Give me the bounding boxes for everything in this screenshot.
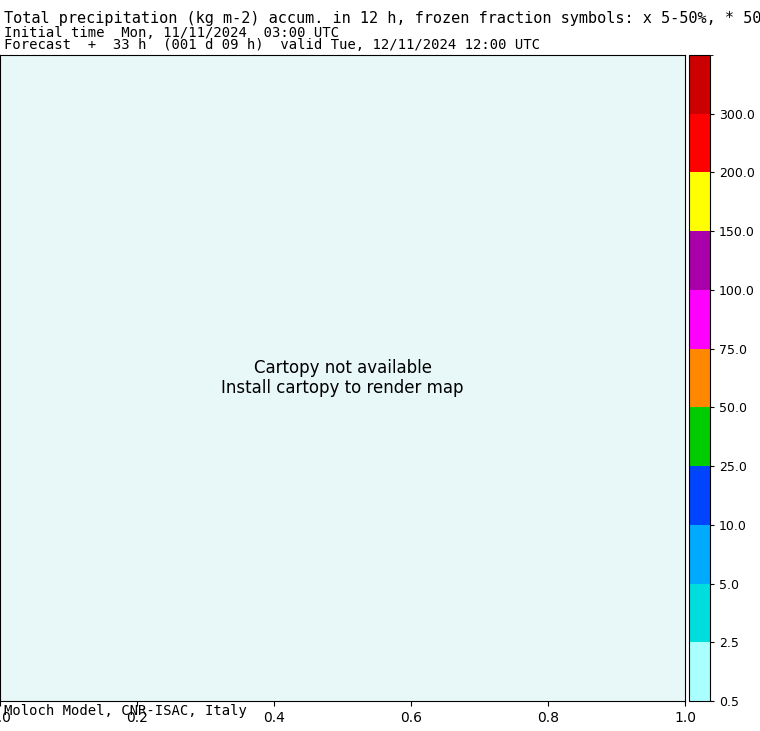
Text: Forecast  +  33 h  (001 d 09 h)  valid Tue, 12/11/2024 12:00 UTC: Forecast + 33 h (001 d 09 h) valid Tue, … bbox=[4, 38, 540, 52]
Text: Cartopy not available
Install cartopy to render map: Cartopy not available Install cartopy to… bbox=[221, 359, 464, 398]
Text: Moloch Model, CNR-ISAC, Italy: Moloch Model, CNR-ISAC, Italy bbox=[4, 704, 247, 718]
Text: Initial time  Mon, 11/11/2024  03:00 UTC: Initial time Mon, 11/11/2024 03:00 UTC bbox=[4, 26, 339, 39]
Text: Total precipitation (kg m-2) accum. in 12 h, frozen fraction symbols: x 5-50%, *: Total precipitation (kg m-2) accum. in 1… bbox=[4, 11, 760, 26]
